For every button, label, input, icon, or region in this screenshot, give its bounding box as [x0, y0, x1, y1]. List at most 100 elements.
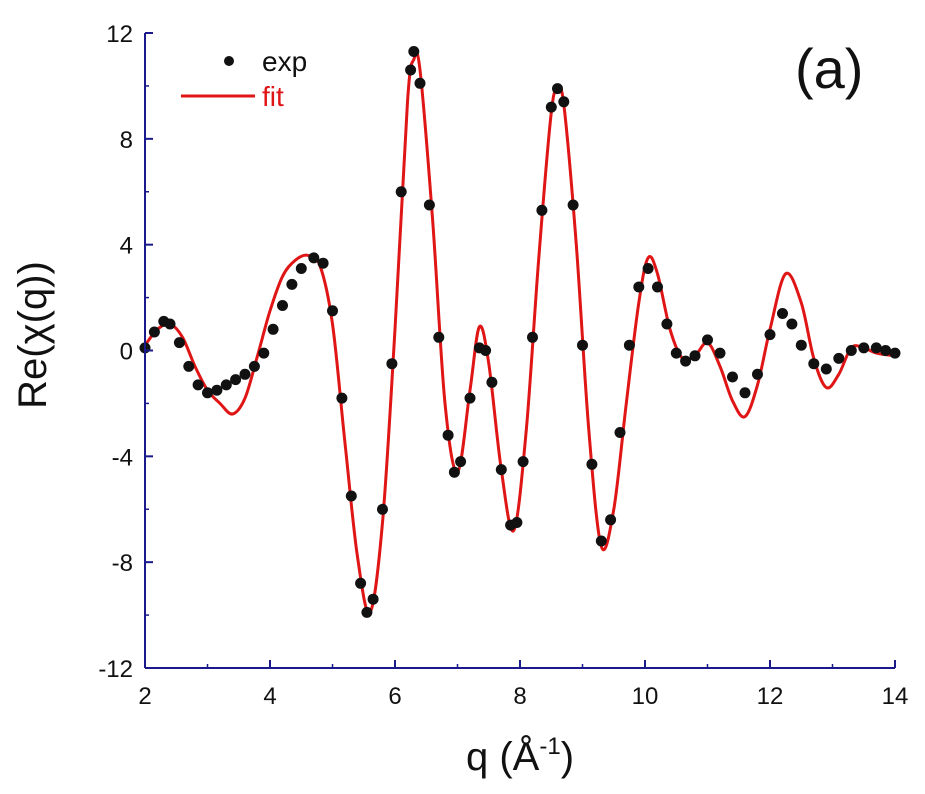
exp-data-point [414, 77, 426, 89]
exp-data-point [377, 503, 388, 515]
exp-data-point [148, 326, 160, 338]
exp-data-point [527, 331, 538, 343]
exp-data-point [511, 517, 523, 528]
exp-data-point [702, 334, 713, 346]
exp-data-point [727, 371, 738, 383]
legend: exp fit [181, 46, 307, 112]
exp-data-point [405, 64, 417, 76]
x-axis-label-suffix: ) [561, 735, 574, 779]
exp-data-point [258, 347, 270, 359]
exp-data-point [595, 535, 607, 547]
exp-data-point [327, 305, 338, 317]
y-tick-label: -4 [112, 444, 133, 471]
y-axis-label: Re(χ(q)) [11, 261, 55, 409]
y-tick-label: 12 [106, 21, 133, 48]
exp-data-point [464, 392, 476, 404]
exp-data-point [820, 363, 832, 375]
exp-data-point [558, 96, 570, 108]
exp-data-point [336, 392, 348, 404]
exp-data-point [670, 347, 682, 359]
exp-data-point [880, 345, 892, 356]
exp-data-point [623, 339, 635, 351]
exp-data-point [408, 46, 420, 57]
exp-data-point [355, 577, 367, 589]
x-axis-label-exponent: -1 [539, 733, 560, 760]
exp-data-point [567, 199, 579, 211]
exp-data-point [248, 360, 260, 372]
exp-data-point [267, 323, 279, 335]
y-tick-label: 0 [120, 339, 133, 366]
exp-data-point [889, 347, 901, 359]
exp-data-point [714, 347, 726, 359]
exp-data-point [308, 252, 320, 264]
exp-data-point [752, 368, 763, 380]
x-axis-label-unit: Å [513, 734, 540, 779]
series-fit-line [143, 51, 896, 615]
exp-data-point [433, 331, 445, 343]
exp-data-point [230, 374, 242, 386]
x-axis-label: q (Å-1) [466, 733, 574, 779]
exp-data-point [361, 606, 373, 618]
exp-data-point [202, 387, 213, 399]
exp-data-point [495, 464, 507, 476]
exp-data-point [395, 186, 407, 198]
exp-data-point [833, 352, 845, 364]
exp-data-point [642, 263, 654, 274]
exp-data-point [173, 337, 185, 349]
x-tick-label: 12 [757, 683, 784, 710]
x-tick-label: 2 [138, 683, 151, 710]
exp-data-point [652, 281, 663, 293]
y-tick-label: 4 [120, 233, 133, 260]
exp-data-point [286, 278, 298, 290]
exp-data-point [386, 358, 398, 370]
legend-exp-marker [224, 56, 234, 66]
exp-data-point [739, 387, 751, 399]
exp-data-point [442, 429, 454, 441]
x-tick-label: 6 [388, 683, 401, 710]
exp-data-point [614, 427, 626, 438]
exp-data-point [448, 466, 460, 478]
exp-data-point [455, 456, 467, 468]
exp-data-point [845, 345, 857, 356]
exp-data-point [211, 384, 223, 396]
exp-data-point [536, 204, 548, 216]
y-tick-label: -12 [98, 656, 133, 683]
exp-data-point [220, 379, 232, 391]
y-tick-label: -8 [112, 550, 133, 577]
exp-data-point [870, 342, 882, 354]
exp-data-point [480, 345, 492, 356]
exp-data-point [764, 329, 776, 341]
exp-data-point [239, 368, 251, 380]
exp-data-point [586, 458, 598, 470]
exp-data-point [164, 318, 176, 330]
exp-data-point [277, 300, 288, 311]
exp-data-point [605, 514, 617, 526]
exp-data-point [367, 593, 379, 605]
exp-data-point [577, 339, 588, 351]
exp-data-point [295, 263, 307, 274]
exp-data-point [517, 456, 529, 468]
exp-data-point [552, 83, 563, 95]
exp-data-point [795, 339, 807, 351]
x-tick-label: 4 [263, 683, 276, 710]
panel-label: (a) [795, 37, 863, 100]
y-tick-label: 8 [120, 127, 133, 154]
x-tick-label: 8 [513, 683, 526, 710]
exp-data-point [192, 379, 204, 391]
x-axis-label-prefix: q ( [466, 735, 513, 779]
exp-data-point [858, 342, 870, 354]
legend-fit-label: fit [262, 81, 284, 112]
exp-data-point [661, 318, 673, 330]
exp-data-point [317, 257, 329, 269]
exp-data-point [777, 308, 788, 319]
x-tick-label: 14 [882, 683, 909, 710]
exp-data-point [486, 376, 498, 388]
exp-data-point [183, 360, 195, 372]
exp-data-point [423, 199, 435, 211]
exp-data-point [786, 318, 798, 330]
x-tick-label: 10 [632, 683, 659, 710]
exp-data-point [545, 101, 557, 113]
exp-data-point [633, 281, 645, 293]
exp-data-point [689, 350, 701, 362]
